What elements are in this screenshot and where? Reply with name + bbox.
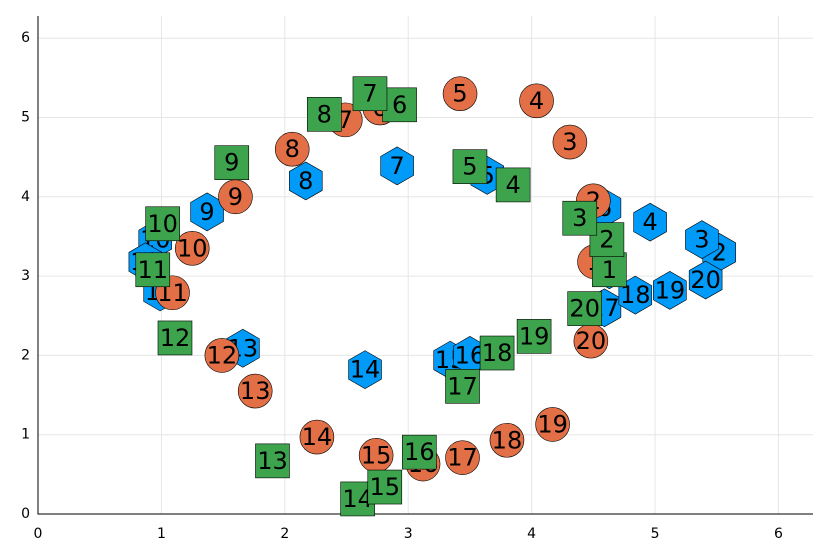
point <box>445 440 480 475</box>
point-label: 20 <box>690 266 721 294</box>
point <box>289 161 323 201</box>
point-label: 15 <box>370 473 401 501</box>
point-label: 3 <box>572 204 587 232</box>
point <box>489 422 525 458</box>
point <box>552 124 588 160</box>
point <box>135 252 171 288</box>
x-tick-label: 0 <box>34 526 43 542</box>
point-label: 2 <box>599 226 614 254</box>
y-tick-label: 1 <box>21 427 30 443</box>
point <box>299 419 335 455</box>
point <box>519 83 554 119</box>
x-tick-label: 3 <box>404 526 413 542</box>
point <box>145 206 180 242</box>
point-label: 9 <box>228 183 243 211</box>
point <box>274 131 310 167</box>
point <box>516 319 552 354</box>
point-label: 10 <box>177 234 208 262</box>
point <box>255 443 290 479</box>
point-label: 17 <box>447 444 478 472</box>
point-label: 1 <box>602 256 617 284</box>
y-tick-label: 3 <box>21 268 30 284</box>
point <box>685 220 719 259</box>
point-label: 7 <box>362 80 377 108</box>
point-label: 8 <box>317 100 332 128</box>
point-label: 20 <box>576 327 607 355</box>
point <box>214 145 250 181</box>
point-label: 14 <box>302 423 333 451</box>
point-label: 19 <box>655 276 686 304</box>
point-label: 13 <box>240 377 271 405</box>
x-tick-label: 1 <box>157 526 166 542</box>
y-tick-label: 0 <box>21 506 30 522</box>
point-label: 9 <box>199 198 214 226</box>
x-tick-label: 6 <box>774 526 783 542</box>
point-label: 6 <box>392 91 407 119</box>
y-tick-label: 6 <box>21 30 30 46</box>
point-label: 18 <box>482 339 513 367</box>
point-label: 3 <box>694 226 709 254</box>
point <box>402 434 437 470</box>
point-label: 10 <box>147 210 178 238</box>
point <box>157 320 193 356</box>
point-label: 12 <box>160 324 191 352</box>
point <box>352 76 388 112</box>
point <box>567 291 602 326</box>
point <box>174 231 210 266</box>
point <box>367 469 403 505</box>
point-label: 12 <box>207 341 238 369</box>
point <box>653 271 687 310</box>
point-label: 11 <box>137 256 168 284</box>
point-label: 16 <box>404 438 435 466</box>
x-tick-label: 2 <box>280 526 289 542</box>
point <box>307 97 342 132</box>
point-label: 7 <box>389 152 404 180</box>
point-label: 4 <box>642 208 657 236</box>
point-label: 8 <box>285 135 300 163</box>
axis-frame <box>37 16 813 515</box>
point <box>688 260 723 300</box>
point-label: 13 <box>257 447 288 475</box>
point-label: 5 <box>462 153 477 181</box>
point-label: 14 <box>350 356 381 384</box>
point-label: 19 <box>537 410 568 438</box>
point <box>495 167 531 203</box>
x-tick-label: 4 <box>527 526 536 542</box>
point-label: 15 <box>361 441 392 469</box>
y-tick-label: 2 <box>21 347 30 363</box>
point <box>562 200 598 236</box>
x-tick-label: 5 <box>651 526 660 542</box>
point-label: 19 <box>519 322 550 350</box>
point <box>442 76 478 112</box>
y-tick-label: 4 <box>21 189 30 205</box>
point <box>633 202 667 242</box>
point <box>380 146 414 186</box>
point-label: 8 <box>298 167 313 195</box>
point <box>535 407 570 442</box>
point-label: 5 <box>452 80 467 108</box>
point <box>479 335 515 371</box>
point <box>452 149 488 184</box>
point-label: 20 <box>569 295 600 323</box>
point-label: 9 <box>224 149 239 177</box>
point-label: 4 <box>505 171 520 199</box>
point <box>237 373 273 409</box>
y-tick-label: 5 <box>21 110 30 126</box>
point-label: 18 <box>492 426 523 454</box>
point <box>348 350 382 390</box>
point-label: 3 <box>562 128 577 156</box>
point-label: 4 <box>529 87 544 115</box>
point <box>445 369 480 404</box>
point <box>204 338 240 373</box>
point-label: 17 <box>447 372 478 400</box>
point <box>382 87 417 123</box>
